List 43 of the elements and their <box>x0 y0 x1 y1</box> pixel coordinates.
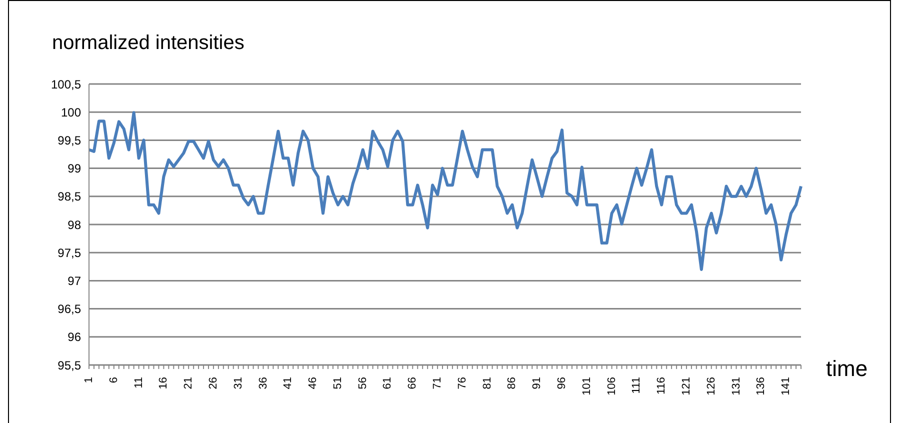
x-axis-title: time <box>826 356 868 382</box>
x-tick-label: 21 <box>182 377 195 390</box>
x-tick-label: 61 <box>382 377 394 390</box>
x-tick-label: 136 <box>755 377 768 396</box>
y-tick-label: 97 <box>68 274 82 288</box>
y-tick-label: 99,5 <box>58 133 82 148</box>
x-tick-label: 66 <box>406 377 419 390</box>
x-tick-label: 141 <box>780 377 792 396</box>
y-axis-title: normalized intensities <box>52 32 244 55</box>
y-tick-label: 100 <box>60 105 82 120</box>
x-tick-label: 71 <box>432 377 444 390</box>
x-tick-label: 56 <box>356 377 369 390</box>
x-tick-label: 41 <box>282 377 294 390</box>
y-tick-label: 95,5 <box>58 358 82 372</box>
x-tick-label: 91 <box>531 377 544 390</box>
line-series <box>88 111 802 271</box>
x-tick-label: 46 <box>307 377 320 390</box>
y-tick-label: 98 <box>68 218 82 232</box>
x-tick-label: 96 <box>556 377 568 390</box>
x-tick-label: 51 <box>332 377 344 390</box>
x-tick-label: 16 <box>158 377 170 390</box>
x-tick-label: 131 <box>730 377 742 396</box>
x-tick-label: 31 <box>232 377 244 390</box>
x-tick-label: 1 <box>83 377 95 384</box>
x-tick-label: 76 <box>456 377 468 390</box>
x-tick-label: 101 <box>580 377 593 396</box>
y-tick-label: 96 <box>68 330 82 344</box>
x-tick-label: 11 <box>132 377 145 388</box>
y-tick-label: 99 <box>68 162 82 176</box>
x-tick-label: 81 <box>481 377 494 390</box>
x-tick-label: 106 <box>606 377 618 396</box>
x-tick-label: 26 <box>207 377 220 390</box>
y-tick-label: 100,5 <box>50 77 82 92</box>
y-tick-label: 97,5 <box>58 246 82 260</box>
x-tick-label: 121 <box>680 377 692 396</box>
y-tick-label: 98,5 <box>58 190 82 204</box>
x-tick-label: 111 <box>630 377 643 394</box>
y-tick-label: 96,5 <box>58 302 82 316</box>
x-tick-label: 36 <box>257 377 270 390</box>
x-tick-label: 6 <box>108 377 120 384</box>
x-tick-label: 116 <box>656 377 668 395</box>
x-tick-label: 86 <box>506 377 518 390</box>
x-tick-label: 126 <box>705 377 718 396</box>
